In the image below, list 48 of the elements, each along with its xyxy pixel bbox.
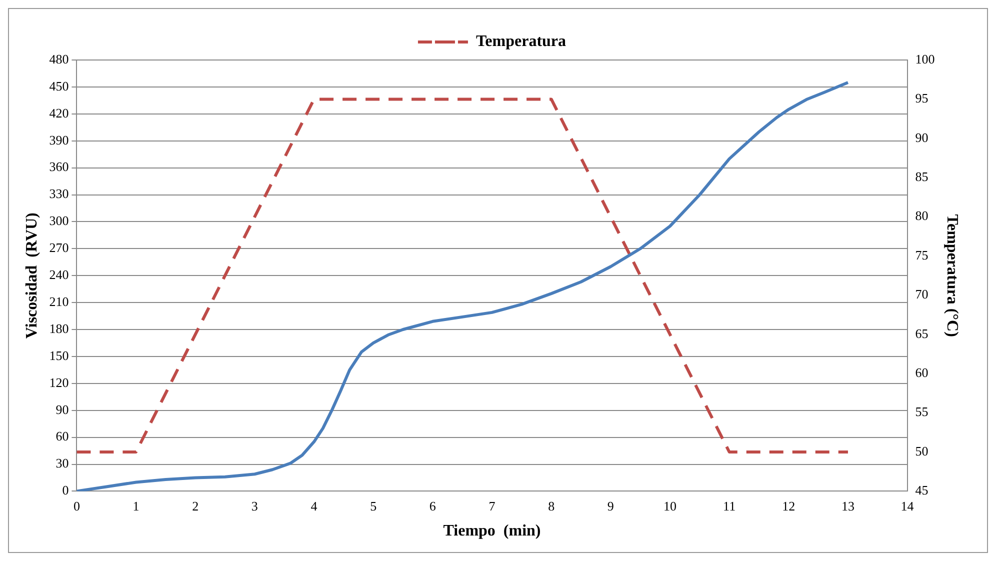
y-tick-label: 420	[49, 105, 69, 120]
y2-tick-label: 85	[915, 169, 928, 184]
legend-label: Temperatura	[476, 33, 566, 50]
y-tick-label: 390	[49, 132, 69, 148]
y-tick-label: 450	[49, 78, 69, 94]
x-tick-label: 0	[73, 498, 80, 514]
y-axis-title: Viscosidad (RVU)	[24, 212, 41, 339]
x-tick-label: 8	[548, 498, 555, 514]
x-tick-label: 7	[488, 498, 496, 514]
y2-tick-label: 100	[915, 51, 935, 66]
x-tick-label: 1	[132, 498, 140, 514]
x-tick-label: 3	[251, 498, 258, 514]
y-tick-label: 210	[49, 294, 69, 309]
y2-tick-label: 65	[915, 326, 928, 341]
x-tick-label: 12	[782, 498, 796, 514]
x-tick-label: 9	[607, 498, 614, 514]
y2-tick-label: 75	[915, 247, 928, 262]
x-tick-label: 13	[841, 498, 854, 514]
x-tick-label: 5	[370, 498, 377, 514]
y-tick-label: 480	[49, 51, 69, 66]
y2-tick-label: 45	[915, 482, 928, 498]
x-tick-label: 6	[429, 498, 436, 514]
y2-axis-title: Temperatura (°C)	[943, 214, 960, 337]
x-tick-label: 2	[192, 498, 199, 514]
y-tick-label: 270	[49, 240, 69, 256]
y2-tick-label: 90	[915, 130, 928, 145]
y2-tick-label: 80	[915, 208, 928, 224]
y2-tick-label: 55	[915, 404, 928, 420]
x-tick-label: 10	[663, 498, 676, 514]
y2-tick-label: 95	[915, 90, 928, 106]
y2-tick-label: 50	[915, 443, 928, 458]
y-tick-label: 90	[56, 402, 69, 417]
y-tick-label: 0	[62, 482, 69, 498]
y-tick-label: 300	[49, 213, 69, 228]
x-tick-label: 4	[310, 498, 318, 514]
x-tick-label: 14	[900, 498, 914, 514]
x-tick-label: 11	[723, 498, 736, 514]
y2-tick-label: 70	[915, 286, 928, 302]
y-tick-label: 360	[49, 159, 69, 174]
y-tick-label: 150	[49, 348, 69, 363]
x-axis-title: Tiempo (min)	[443, 522, 541, 540]
y-tick-label: 180	[49, 320, 69, 336]
y-tick-label: 240	[49, 267, 69, 282]
y-tick-label: 60	[56, 428, 69, 444]
y-tick-label: 120	[49, 374, 69, 390]
y2-tick-label: 60	[915, 365, 928, 380]
y-tick-label: 30	[56, 456, 69, 471]
y-tick-label: 330	[49, 186, 69, 202]
